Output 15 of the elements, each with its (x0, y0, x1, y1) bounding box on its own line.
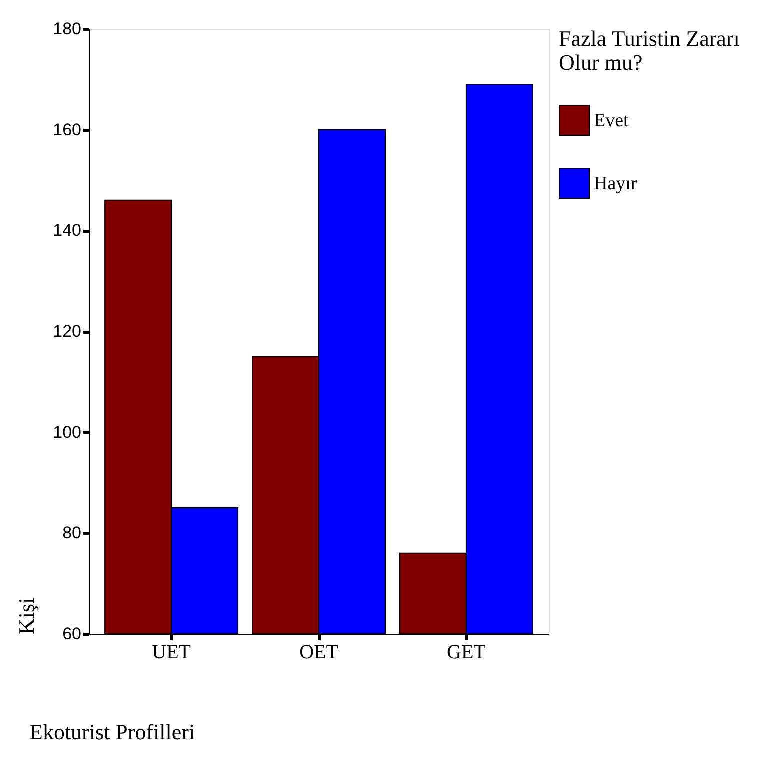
y-tick-label: 80 (62, 524, 82, 543)
y-tick-label: 140 (53, 221, 82, 240)
y-tick-label: 100 (53, 422, 82, 442)
legend-label: Hayır (594, 174, 638, 194)
x-axis-title: Ekoturist Profilleri (30, 720, 196, 744)
x-tick-label: UET (152, 642, 192, 664)
y-axis-title: Kişi (14, 598, 40, 634)
x-tick-label: GET (446, 642, 486, 664)
y-tick-label: 120 (53, 322, 82, 341)
y-tick-label: 180 (53, 20, 82, 38)
x-tick-label: OET (300, 642, 338, 664)
legend-label: Evet (594, 110, 630, 132)
y-tick-label: 60 (62, 624, 82, 644)
legend-title: Fazla Turistin Zararı Olur mu? (559, 26, 740, 75)
y-tick-label: 160 (53, 120, 82, 140)
